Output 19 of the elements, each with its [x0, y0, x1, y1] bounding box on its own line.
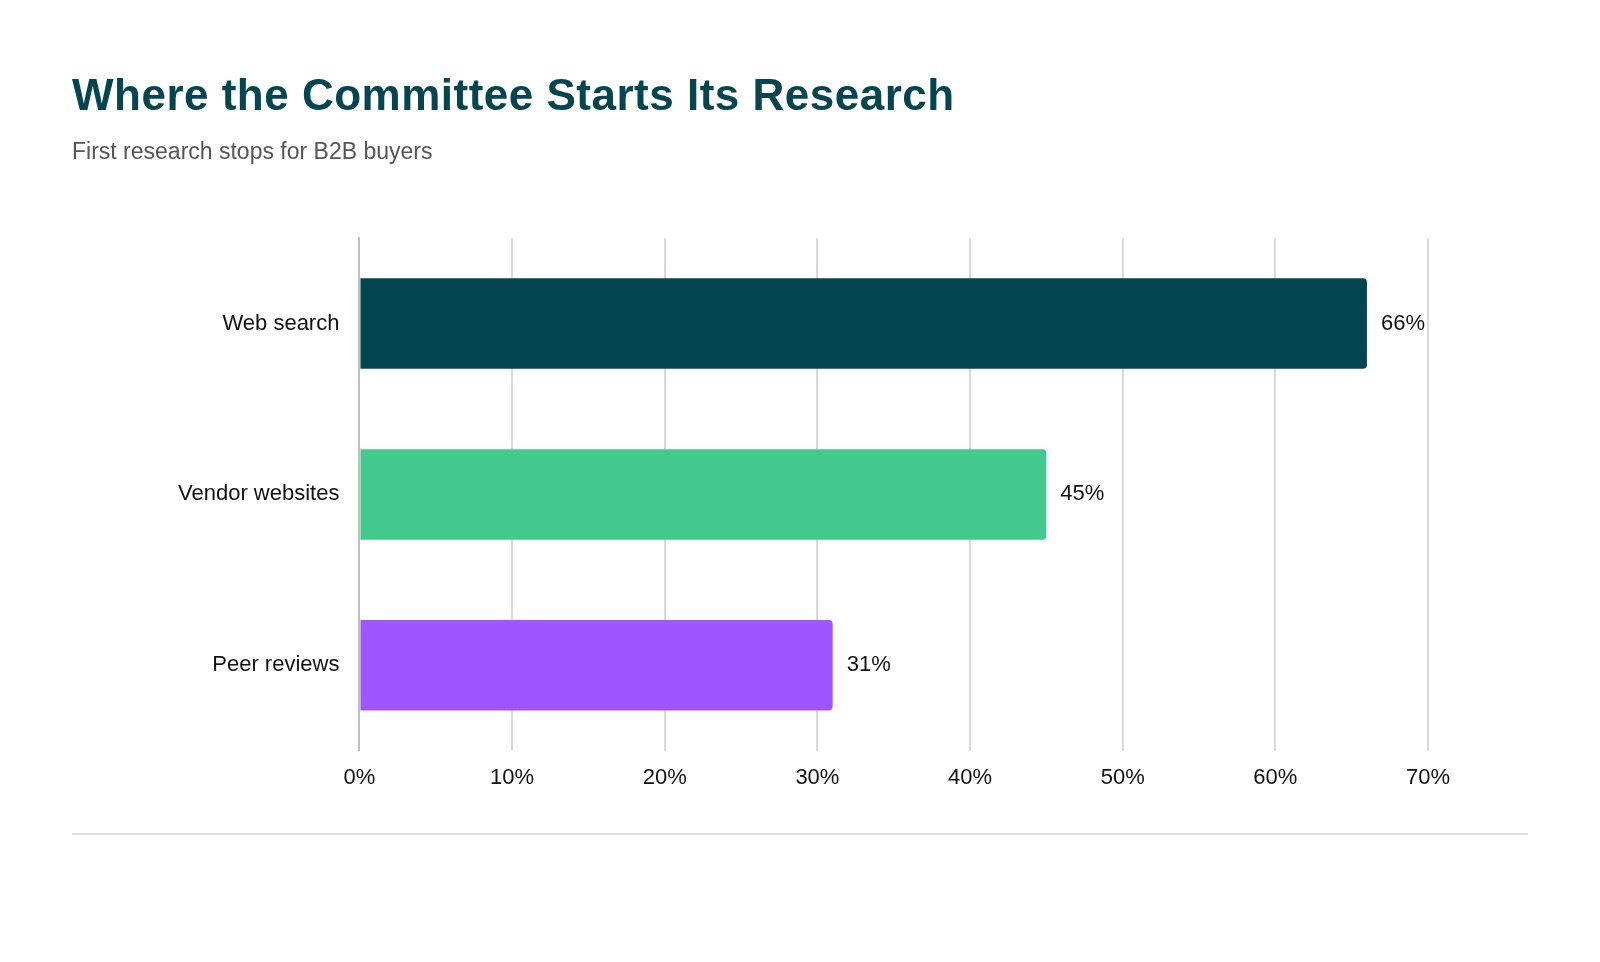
data-label: 45%: [1060, 480, 1105, 506]
x-tick-label: 40%: [948, 763, 993, 789]
x-tick-label: 50%: [1100, 763, 1145, 789]
data-label: 31%: [846, 651, 891, 677]
bar: [360, 449, 1047, 540]
bar: [360, 278, 1367, 369]
x-tick-label: 60%: [1253, 763, 1298, 789]
chart-subtitle: First research stops for B2B buyers: [72, 138, 434, 165]
y-tick-label: Peer reviews: [212, 651, 340, 677]
chart-title: Where the Committee Starts Its Research: [72, 70, 956, 120]
y-tick-label: Web search: [222, 309, 340, 335]
x-tick-label: 10%: [490, 763, 535, 789]
data-label: 66%: [1380, 309, 1425, 335]
x-tick-label: 30%: [795, 763, 840, 789]
bar: [360, 619, 833, 711]
y-tick-label: Vendor websites: [178, 480, 340, 506]
x-tick-label: 20%: [642, 763, 687, 789]
x-tick-label: 0%: [343, 763, 376, 789]
x-tick-label: 70%: [1405, 763, 1451, 789]
